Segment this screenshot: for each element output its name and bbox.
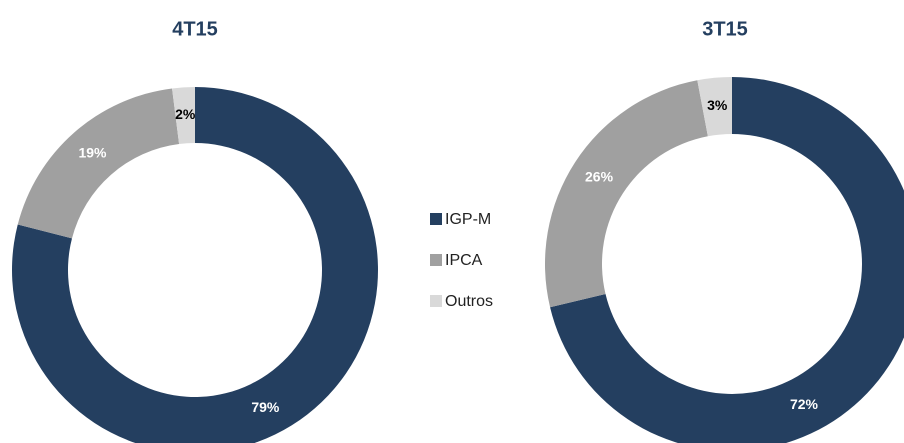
legend-label: Outros <box>445 293 493 310</box>
value-label: 79% <box>251 399 280 415</box>
donut-slice <box>697 77 732 137</box>
chart-title: 3T15 <box>702 18 748 40</box>
donut-slice <box>12 87 378 443</box>
legend-swatch <box>430 213 442 225</box>
value-label: 26% <box>585 168 614 184</box>
value-label: 19% <box>78 144 107 160</box>
value-label: 3% <box>707 97 728 113</box>
value-label: 2% <box>175 106 196 122</box>
donut-slice <box>17 88 180 239</box>
value-label: 72% <box>790 396 819 412</box>
legend-swatch <box>430 254 442 266</box>
legend-label: IPCA <box>445 252 483 269</box>
legend-swatch <box>430 295 442 307</box>
chart-title: 4T15 <box>172 18 218 40</box>
legend-label: IGP-M <box>445 211 491 228</box>
donut-slice <box>545 80 708 308</box>
donut-slice <box>172 87 195 145</box>
